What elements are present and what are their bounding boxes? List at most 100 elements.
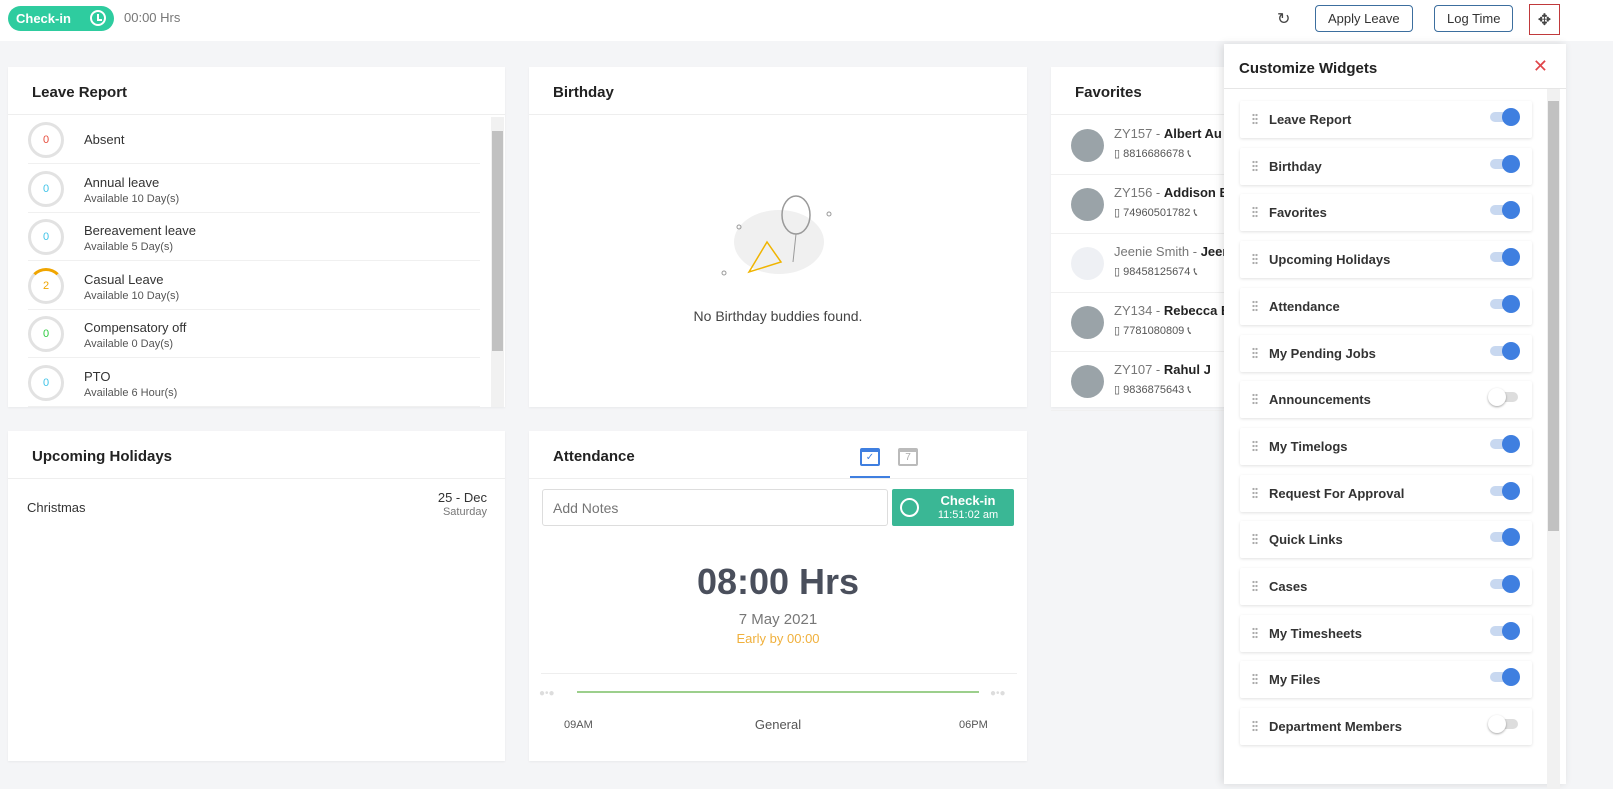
holiday-date: 25 - Dec (437, 490, 487, 505)
shift-start: 09AM (564, 719, 593, 731)
drag-handle-icon[interactable] (1252, 346, 1258, 359)
leave-type: Casual Leave (84, 271, 164, 287)
widget-toggle[interactable] (1490, 621, 1520, 640)
widget-item[interactable]: Leave Report (1240, 101, 1532, 138)
shift-name: General (754, 717, 802, 732)
mobile-icon: ▯ (1114, 325, 1121, 337)
widget-toggle[interactable] (1490, 481, 1520, 500)
favorite-item[interactable]: ZY156 - Addison B ▯ 74960501782 📞︎ (1051, 175, 1251, 234)
attendance-date: 7 May 2021 (738, 611, 818, 628)
add-notes-input[interactable] (542, 489, 888, 526)
widget-item[interactable]: Birthday (1240, 147, 1532, 185)
leave-available: Available 5 Day(s) (84, 241, 174, 253)
drag-handle-icon[interactable] (1252, 720, 1258, 733)
customize-widgets-icon[interactable]: ✥ (1529, 4, 1560, 35)
widget-label: My Timesheets (1269, 625, 1362, 641)
favorite-item[interactable]: ZY107 - Rahul J ▯ 9836875643 📞︎ (1051, 352, 1251, 411)
scrollbar[interactable] (1547, 89, 1560, 789)
widget-item[interactable]: My Files (1240, 661, 1532, 699)
widget-item[interactable]: Cases (1240, 568, 1532, 605)
widget-toggle[interactable] (1490, 154, 1520, 173)
leave-available: Available 6 Hour(s) (84, 386, 178, 399)
apply-leave-button[interactable]: Apply Leave (1315, 5, 1413, 32)
leave-count: 0 (28, 170, 64, 207)
drag-handle-icon[interactable] (1252, 159, 1258, 172)
leave-type: Absent (84, 132, 125, 147)
widget-label: My Pending Jobs (1269, 345, 1376, 361)
leave-count: 0 (28, 122, 64, 158)
attendance-status: Early by 00:00 (736, 631, 820, 646)
leave-type: PTO (84, 368, 111, 384)
widget-toggle[interactable] (1490, 248, 1520, 267)
favorite-phone: ▯ 7781080809 📞︎ (1114, 325, 1192, 337)
drag-handle-icon[interactable] (1252, 626, 1258, 639)
favorite-phone: ▯ 8816686678 📞︎ (1114, 148, 1192, 160)
tab-today[interactable]: ✓ (850, 431, 890, 478)
widget-toggle[interactable] (1490, 528, 1520, 547)
drag-handle-icon[interactable] (1252, 113, 1258, 125)
calendar-week-icon[interactable]: 7 (898, 448, 918, 466)
widget-item[interactable]: Attendance (1240, 287, 1532, 325)
widget-item[interactable]: Quick Links (1240, 521, 1532, 559)
leave-count: 0 (28, 219, 64, 255)
favorite-item[interactable]: ZY134 - Rebecca B ▯ 7781080809 📞︎ (1051, 293, 1251, 352)
checkin-toggle[interactable]: Check-in (8, 6, 114, 31)
close-icon[interactable]: ✕ (1532, 56, 1548, 76)
widget-item[interactable]: Announcements (1240, 381, 1532, 419)
phone-icon: 📞︎ (1193, 207, 1198, 219)
log-time-button[interactable]: Log Time (1434, 5, 1514, 32)
drag-handle-icon[interactable] (1252, 393, 1258, 406)
mobile-icon: ▯ (1114, 266, 1121, 278)
widget-toggle[interactable] (1490, 341, 1520, 360)
customize-widgets-panel: Customize Widgets ✕ Leave Report Birthda… (1224, 44, 1566, 789)
leave-item: 0 Absent (28, 116, 480, 164)
favorite-phone: ▯ 74960501782 📞︎ (1114, 207, 1198, 219)
leave-count: 0 (28, 364, 64, 401)
widget-toggle[interactable] (1490, 201, 1520, 220)
widget-item[interactable]: Upcoming Holidays (1240, 241, 1532, 279)
leave-type: Compensatory off (84, 320, 187, 335)
drag-handle-icon[interactable] (1252, 486, 1258, 499)
widget-item[interactable]: Request For Approval (1240, 474, 1532, 512)
widget-toggle[interactable] (1490, 434, 1520, 453)
widget-toggle[interactable] (1488, 715, 1518, 734)
widget-toggle[interactable] (1490, 575, 1520, 593)
widget-toggle[interactable] (1490, 668, 1520, 687)
widget-item[interactable]: Favorites (1240, 194, 1532, 232)
widget-toggle[interactable] (1490, 294, 1520, 313)
widget-title: Favorites (1051, 67, 1251, 115)
drag-handle-icon[interactable] (1252, 673, 1258, 686)
widget-item[interactable]: My Pending Jobs (1240, 334, 1532, 372)
leave-item: 0 Annual leave Available 10 Day(s) (28, 165, 480, 213)
drag-handle-icon[interactable] (1252, 206, 1258, 219)
refresh-icon[interactable]: ↻ (1277, 11, 1291, 28)
phone-icon: 📞︎ (1193, 266, 1198, 278)
widget-item[interactable]: Department Members (1240, 708, 1532, 746)
drag-handle-icon[interactable] (1252, 299, 1258, 312)
scrollbar[interactable] (491, 117, 504, 407)
favorite-item[interactable]: ZY157 - Albert Au ▯ 8816686678 📞︎ (1051, 116, 1251, 175)
favorite-item[interactable]: Jeenie Smith - Jeen ▯ 98458125674 📞︎ (1051, 234, 1251, 293)
upcoming-holidays-widget: Upcoming Holidays Christmas 25 - Dec Sat… (8, 431, 505, 761)
favorite-phone: ▯ 98458125674 📞︎ (1114, 266, 1198, 278)
drag-handle-icon[interactable] (1252, 253, 1258, 266)
widget-label: Favorites (1269, 205, 1327, 221)
leave-item: 2 Casual Leave Available 10 Day(s) (28, 262, 480, 310)
drag-handle-icon[interactable] (1252, 580, 1258, 592)
favorite-name: ZY156 - Addison B (1114, 185, 1229, 200)
drag-handle-icon[interactable] (1252, 439, 1258, 452)
widget-toggle[interactable] (1490, 108, 1520, 126)
widget-label: My Timelogs (1269, 438, 1348, 454)
mobile-icon: ▯ (1114, 207, 1121, 219)
widget-item[interactable]: My Timesheets (1240, 614, 1532, 652)
shift-end: 06PM (959, 719, 988, 731)
avatar (1071, 306, 1104, 339)
drag-handle-icon[interactable] (1252, 533, 1258, 546)
timeline-dots: ●•● (539, 688, 555, 699)
party-illustration-icon (721, 195, 832, 276)
mobile-icon: ▯ (1114, 384, 1121, 396)
widget-toggle[interactable] (1488, 388, 1518, 407)
widget-item[interactable]: My Timelogs (1240, 427, 1532, 465)
attendance-checkin-button[interactable]: Check-in 11:51:02 am (892, 489, 1014, 526)
shift-timeline (577, 691, 979, 693)
